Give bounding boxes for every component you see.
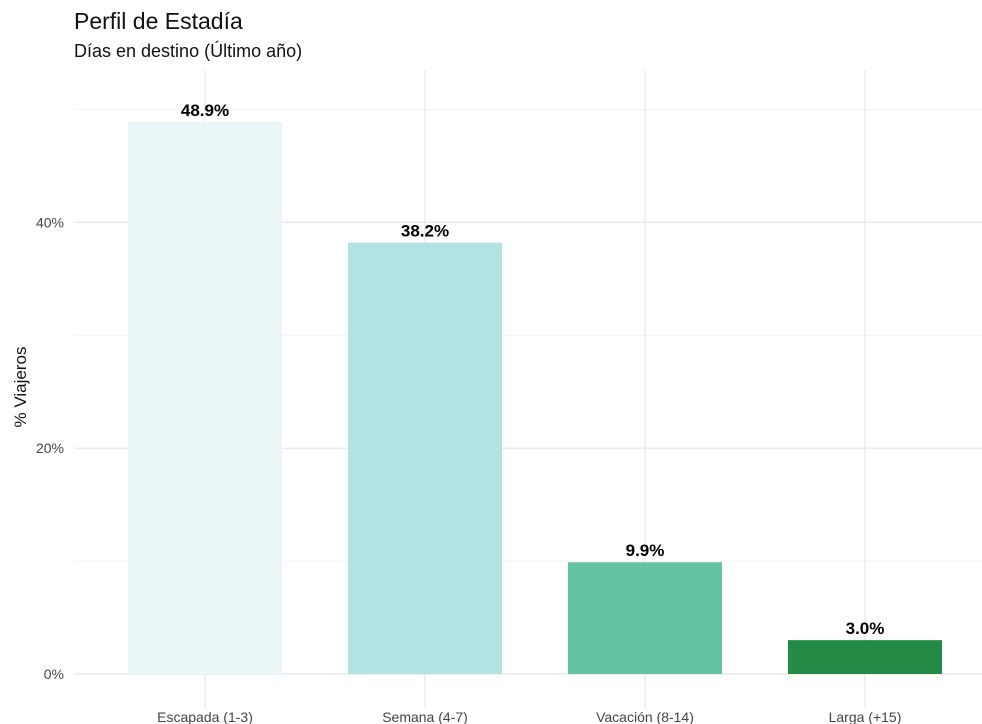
chart-subtitle: Días en destino (Último año) — [74, 41, 303, 61]
x-tick-label: Larga (+15) — [829, 709, 902, 724]
bar-value-label: 48.9% — [181, 101, 229, 120]
bar-value-labels: 48.9% 38.2% 9.9% 3.0% — [181, 101, 884, 638]
x-tick-label: Semana (4-7) — [382, 709, 468, 724]
x-tick-label: Vacación (8-14) — [596, 709, 694, 724]
bar — [788, 640, 942, 674]
bar-value-label: 38.2% — [401, 222, 449, 241]
bars — [128, 121, 942, 674]
bar — [348, 242, 502, 674]
y-axis-title: % Viajeros — [11, 347, 30, 428]
y-tick-label: 20% — [36, 440, 64, 456]
y-tick-label: 40% — [36, 214, 64, 230]
x-tick-label: Escapada (1-3) — [157, 709, 253, 724]
bar-value-label: 9.9% — [626, 541, 665, 560]
bar — [128, 121, 282, 674]
y-tick-label: 0% — [44, 666, 64, 682]
bar-value-label: 3.0% — [846, 619, 885, 638]
axes: 0% 20% 40% Escapada (1-3) Semana (4-7) Vacaci… — [36, 214, 901, 724]
chart-title: Perfil de Estadía — [74, 8, 243, 34]
bar — [568, 562, 722, 674]
